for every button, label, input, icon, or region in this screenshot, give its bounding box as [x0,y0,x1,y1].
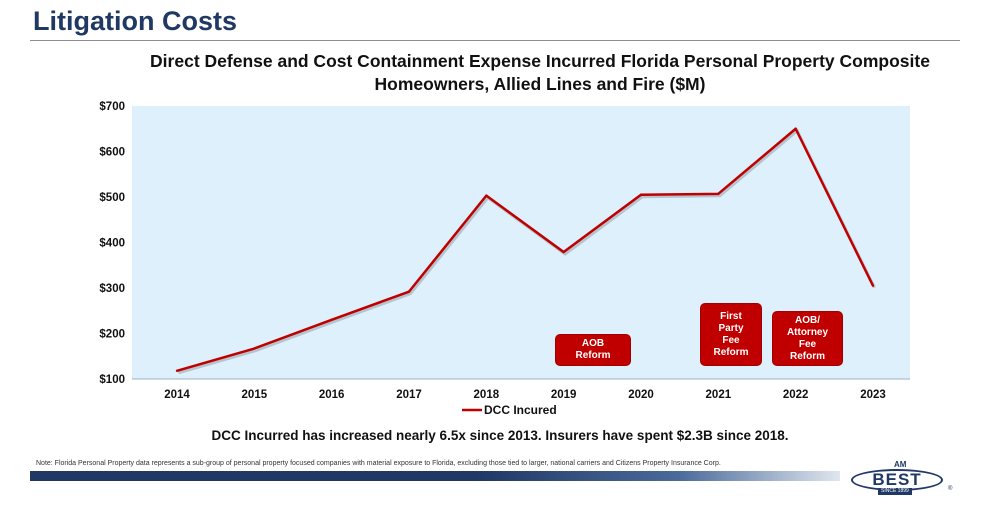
x-tick-label: 2023 [860,389,886,401]
x-tick-label: 2017 [396,389,422,401]
data-point [717,192,720,196]
annotation-aob-attorney-fee-reform: AOB/ Attorney Fee Reform [772,311,843,366]
x-tick-label: 2019 [551,389,577,401]
annotation-aob-reform-text: AOB Reform [575,338,611,361]
logo-am-text: AM [894,460,907,469]
annotation-aob-attorney-fee-reform-text: AOB/ Attorney Fee Reform [786,314,829,362]
data-point [407,290,411,293]
title-divider [30,40,960,41]
y-tick-label: $600 [99,147,125,159]
x-tick-label: 2016 [319,389,345,401]
annotation-aob-reform: AOB Reform [555,334,631,366]
x-tick-label: 2014 [164,389,190,401]
x-tick-label: 2018 [474,389,500,401]
data-point [794,127,797,130]
chart-title: Direct Defense and Cost Containment Expe… [100,50,980,96]
data-point [871,284,875,287]
series-group [175,127,876,375]
footnote: Note: Florida Personal Property data rep… [36,460,721,467]
logo-since-text: SINCE 1899 [878,488,912,495]
data-point [562,250,565,254]
y-tick-label: $100 [99,374,125,386]
am-best-logo: AM BEST SINCE 1899 ® [846,460,961,498]
x-tick-label: 2022 [783,389,809,401]
data-point [175,369,179,373]
y-tick-label: $500 [99,192,125,204]
x-tick-label: 2020 [628,389,654,401]
x-axis-ticks: 2014 2015 2016 2017 2018 2019 2020 2021 2022 2023 [164,389,886,401]
data-point [330,318,333,322]
chart-title-line-2: Homeowners, Allied Lines and Fire ($M) [374,74,706,94]
logo-registered-mark: ® [948,486,953,492]
x-tick-label: 2021 [706,389,732,401]
y-tick-label: $200 [99,329,125,341]
y-tick-label: $400 [99,238,125,250]
chart-title-line-1: Direct Defense and Cost Containment Expe… [150,51,930,71]
chart-takeaway: DCC Incurred has increased nearly 6.5x s… [211,428,789,443]
annotation-first-party-fee-reform: First Party Fee Reform [700,303,762,366]
y-tick-label: $300 [99,283,125,295]
x-tick-label: 2015 [242,389,268,401]
series-line-dcc-incured [176,127,875,373]
legend-label: DCC Incured [484,403,557,417]
legend: DCC Incured [462,403,557,417]
data-point [485,194,488,197]
logo-best-text: BEST [872,470,922,489]
slide-title: Litigation Costs [33,6,237,36]
y-tick-label: $700 [99,101,125,113]
y-axis-ticks: $100 $200 $300 $400 $500 $600 $700 [99,101,125,386]
data-point [639,193,643,196]
footer-bar [30,471,840,481]
data-point [253,347,256,350]
annotation-first-party-fee-reform-text: First Party Fee Reform [713,310,749,358]
